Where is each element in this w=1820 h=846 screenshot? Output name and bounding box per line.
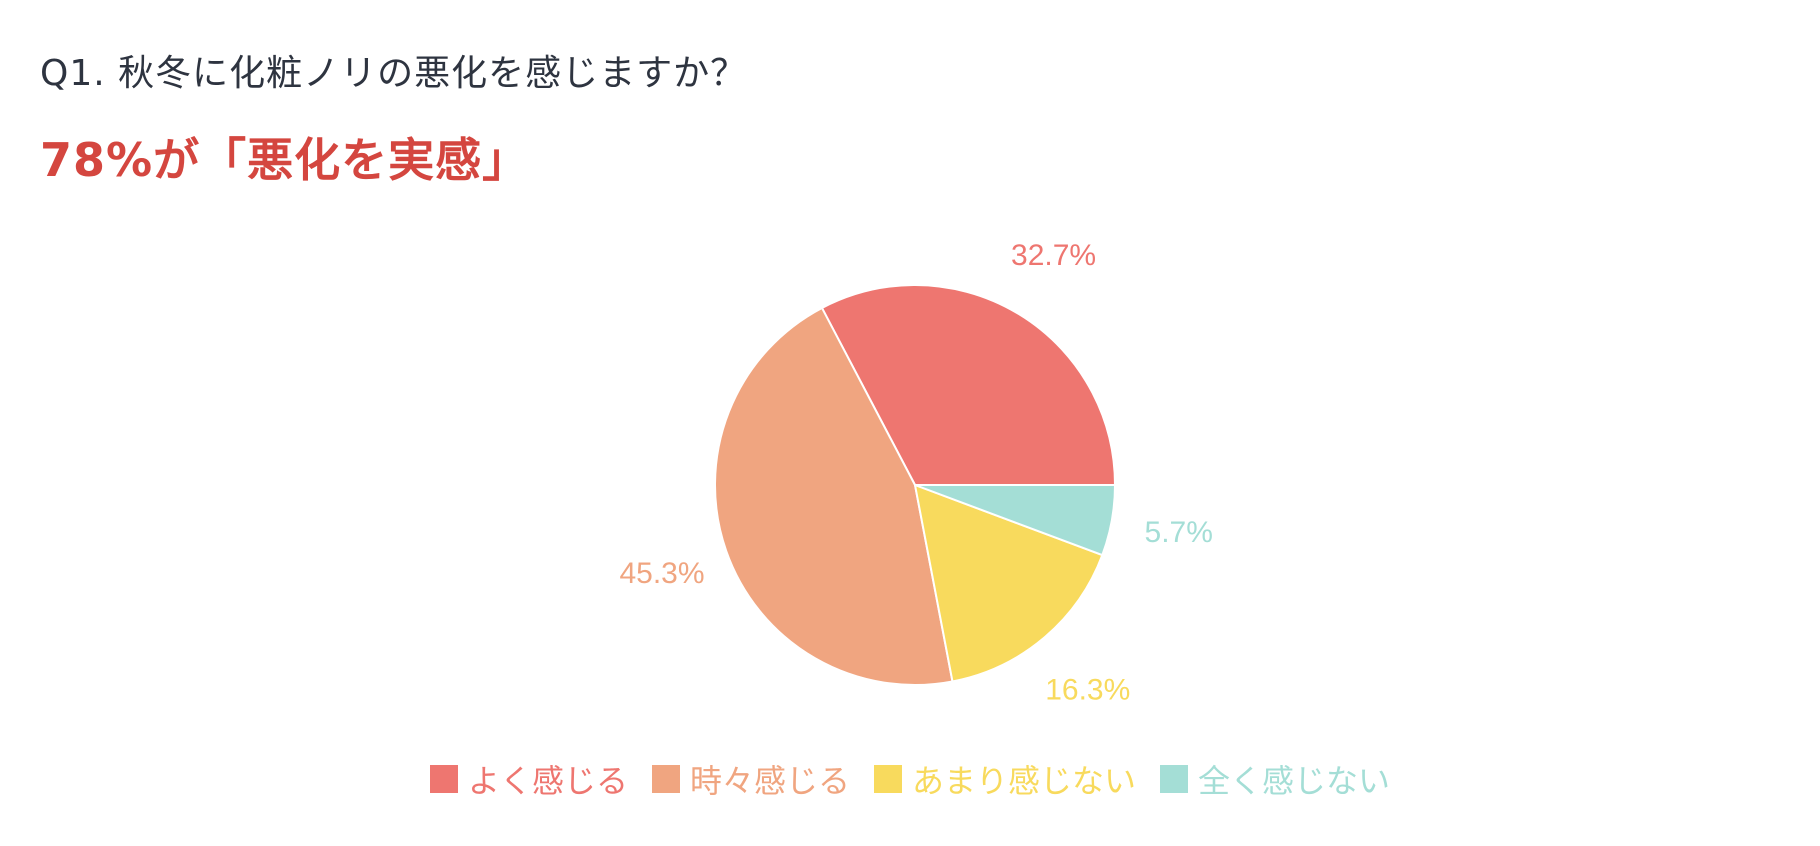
pie-slice-1 (820, 284, 1117, 486)
legend-swatch-3 (874, 765, 902, 793)
legend-label-1: よく感じる (467, 762, 628, 800)
legend-label-2: 時々感じる (689, 762, 850, 800)
headline: 78%が「悪化を実感」 (40, 133, 530, 187)
legend-item-2: 時々感じる (651, 756, 850, 802)
pie-data-labels: 32.7% 45.3% 16.3% 5.7% (619, 239, 1212, 706)
data-label-2: 45.3% (619, 557, 704, 590)
pie-slice-4 (914, 484, 1117, 557)
legend-label-3: あまり感じない (912, 762, 1137, 800)
legend-label-4: 全く感じない (1198, 762, 1391, 800)
pie-slices (714, 284, 1117, 686)
legend-item-4: 全く感じない (1160, 756, 1390, 802)
legend-item-3: あまり感じない (874, 756, 1136, 802)
legend-swatch-4 (1160, 765, 1189, 793)
question-title: Q1. 秋冬に化粧ノリの悪化を感じますか？ (40, 53, 748, 94)
data-label-1: 32.7% (1011, 239, 1096, 272)
legend-swatch-2 (651, 765, 680, 793)
legend-swatch-1 (429, 765, 458, 793)
pie-slice-2 (714, 306, 954, 686)
data-label-3: 16.3% (1045, 673, 1130, 706)
data-label-4: 5.7% (1145, 516, 1213, 549)
pie-slice-3 (913, 483, 1104, 683)
chart-legend: よく感じる 時々感じる あまり感じない 全く感じない (0, 756, 1820, 802)
legend-item-1: よく感じる (429, 756, 628, 802)
